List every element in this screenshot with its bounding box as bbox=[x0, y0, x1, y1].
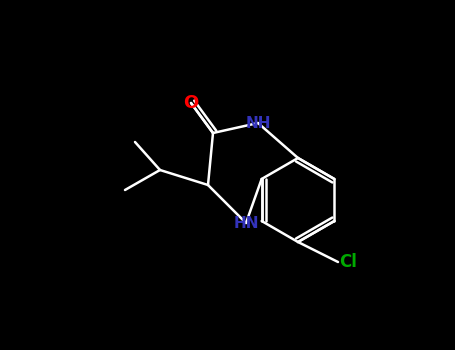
Text: NH: NH bbox=[245, 116, 271, 131]
Text: O: O bbox=[183, 94, 199, 112]
Text: HN: HN bbox=[233, 216, 259, 231]
Text: Cl: Cl bbox=[339, 253, 357, 271]
